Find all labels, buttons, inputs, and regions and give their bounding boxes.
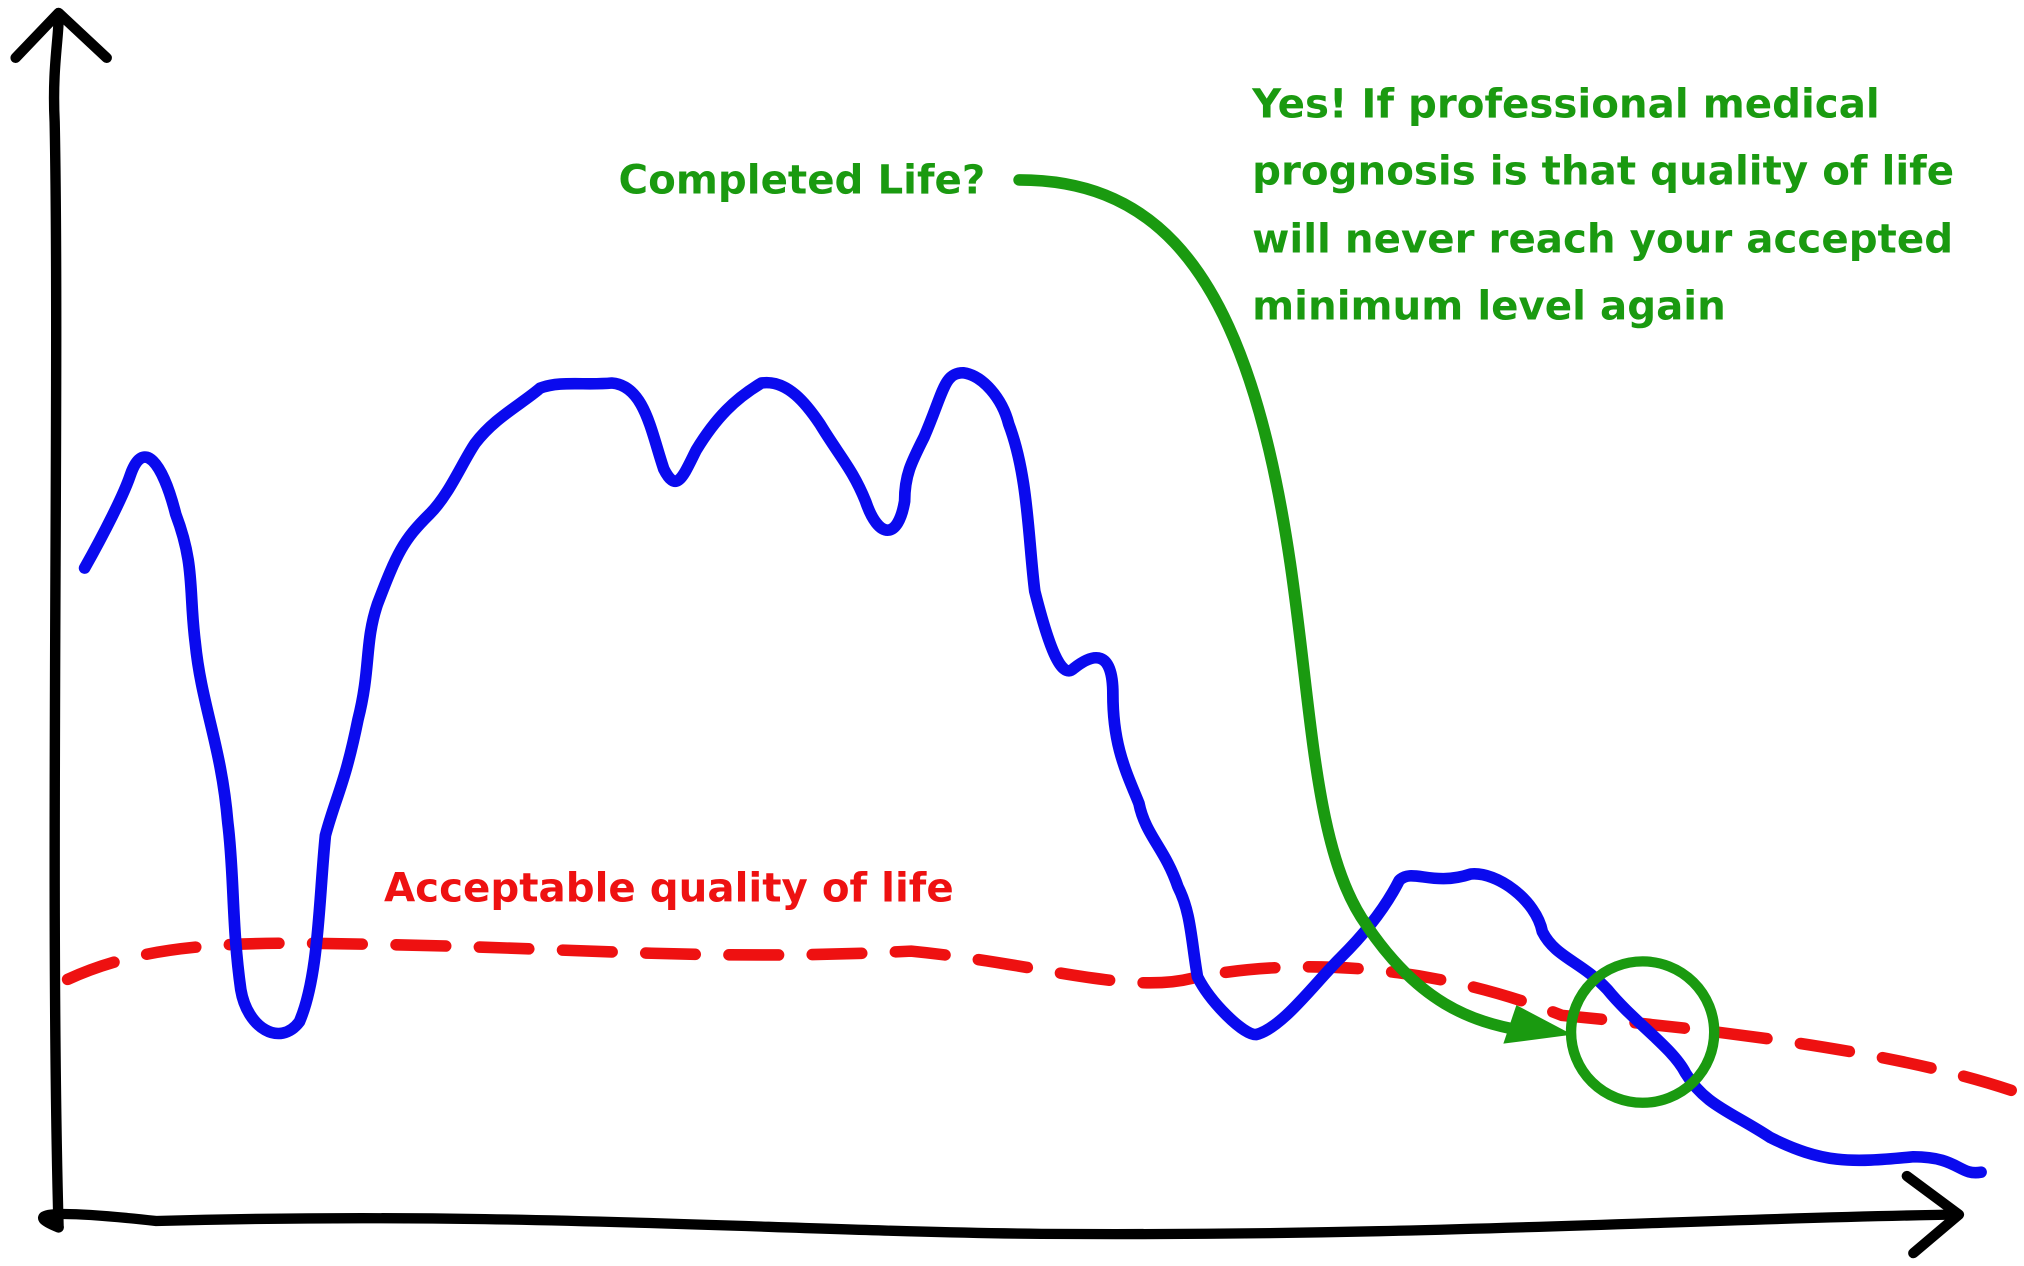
question-label: Completed Life?	[619, 158, 986, 204]
answer-line: Yes! If professional medical	[1251, 82, 1880, 128]
annotation-arrow	[1013, 174, 1529, 1037]
threshold-label: Acceptable quality of life	[384, 866, 954, 912]
x-axis	[37, 1208, 1962, 1240]
answer-line: minimum level again	[1252, 284, 1726, 330]
answer-line: will never reach your accepted	[1252, 217, 1953, 263]
y-axis-arrowhead	[10, 7, 112, 63]
quality-of-life-curve	[78, 366, 1987, 1179]
annotation-arrowhead	[1503, 1005, 1573, 1044]
y-axis	[48, 14, 64, 1233]
x-axis-arrowhead	[1901, 1170, 1965, 1259]
highlight-circle	[1565, 956, 1720, 1108]
answer-line: prognosis is that quality of life	[1252, 149, 1954, 195]
acceptable-threshold-line	[61, 937, 2024, 1099]
